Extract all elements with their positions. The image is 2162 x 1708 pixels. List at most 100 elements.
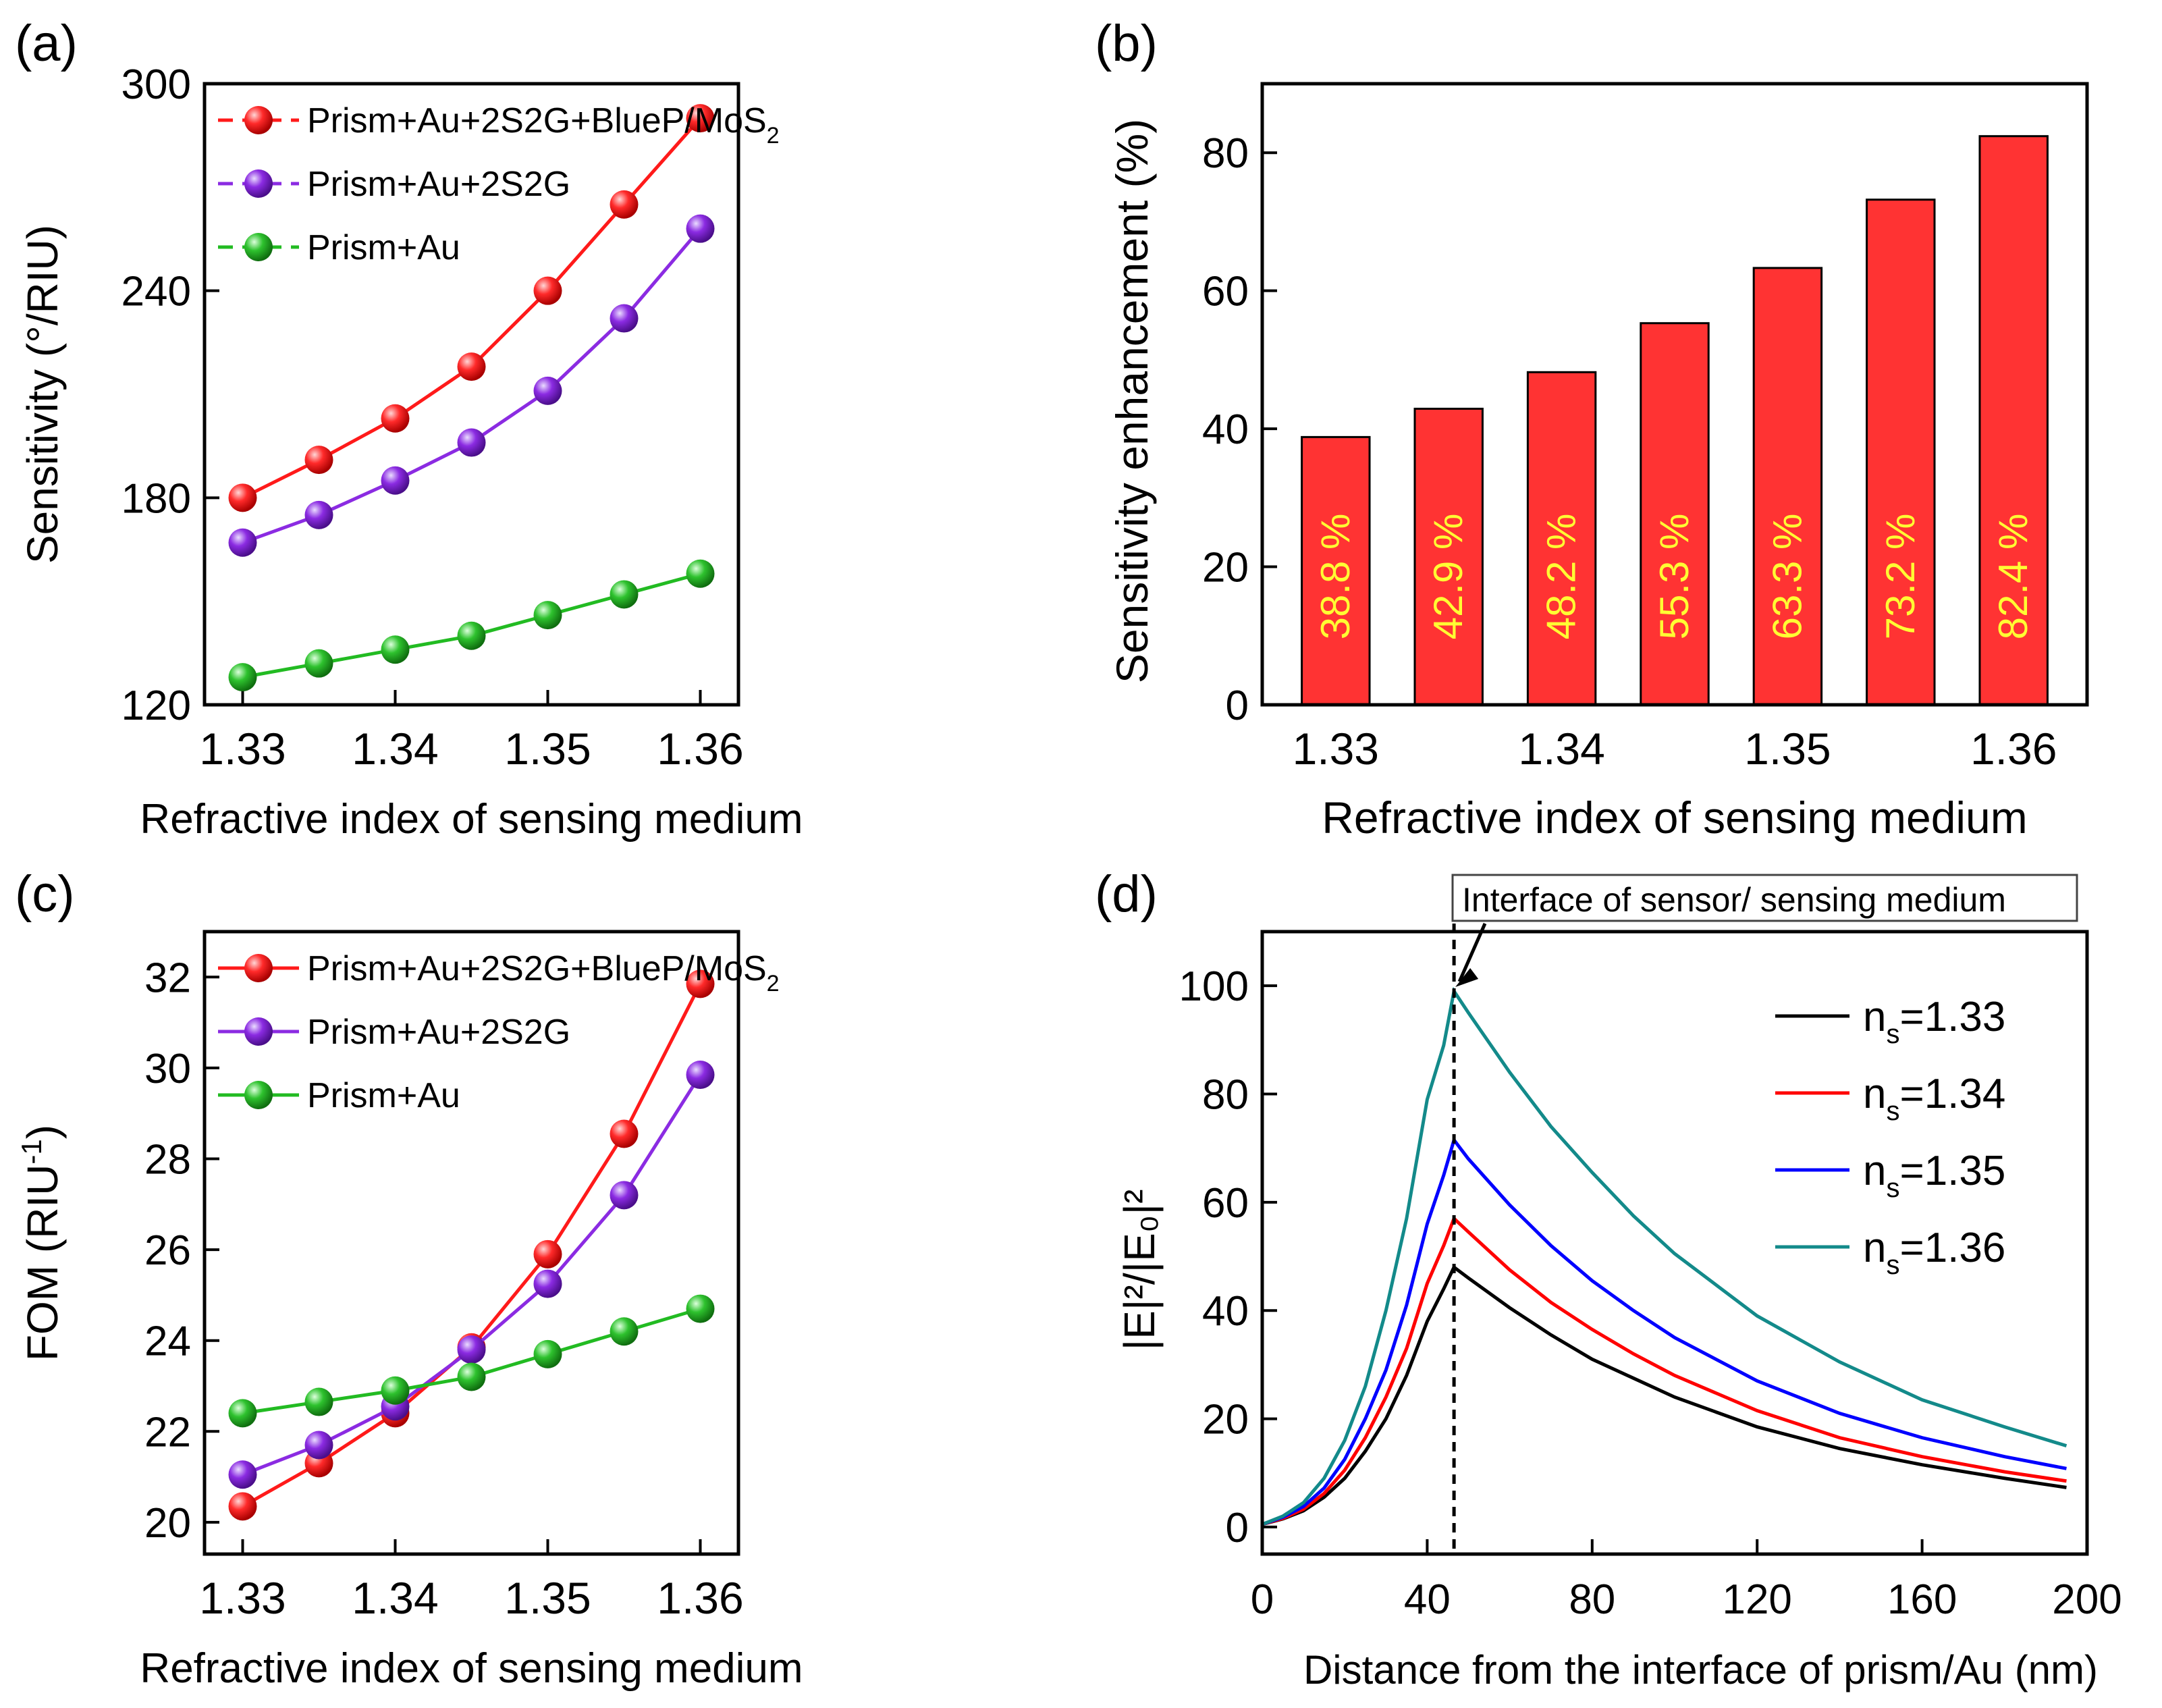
data-point-1-0 — [228, 1460, 257, 1489]
y-tick-label: 80 — [1202, 130, 1249, 177]
panel-label: (a) — [15, 15, 78, 72]
legend-prefix: n — [1863, 1225, 1886, 1271]
plot-frame-0 — [202, 82, 740, 707]
y-axis-label: |E|²/|E₀|² — [1115, 1190, 1164, 1351]
legend-subscript: s — [1886, 1019, 1899, 1049]
data-point-1-5 — [610, 1181, 639, 1210]
legend-label-subscript: 2 — [767, 971, 780, 996]
legend-label-2: ns=1.35 — [1863, 1148, 2005, 1203]
data-point-1-1 — [304, 500, 333, 529]
data-point-2-3 — [457, 621, 486, 650]
x-tick-label: 80 — [1569, 1576, 1615, 1623]
data-point-0-6 — [686, 969, 715, 998]
annotation-arrowhead — [1455, 968, 1479, 987]
data-point-1-6 — [686, 1060, 715, 1089]
x-axis-label: Refractive index of sensing medium — [140, 1645, 803, 1692]
data-point-2-6 — [686, 559, 715, 588]
legend-label-text: Prism+Au+2S2G+BlueP/MoS — [307, 949, 767, 988]
bar-5 — [1866, 198, 1936, 706]
x-tick-label: 1.35 — [504, 724, 591, 774]
x-tick-label: 200 — [2052, 1576, 2122, 1623]
x-tick-label: 40 — [1404, 1576, 1451, 1623]
y-tick-label: 40 — [1202, 406, 1249, 453]
y-axis-label: FOM (RIU-1) — [16, 1125, 67, 1361]
bar-data-label: 38.8 % — [1313, 514, 1358, 640]
x-tick-label: 1.33 — [199, 1573, 286, 1623]
legend-marker-2 — [244, 1081, 273, 1109]
y-axis-label: Sensitivity enhancement (%) — [1107, 119, 1157, 683]
legend-label-1: Prism+Au+2S2G — [307, 1013, 570, 1052]
bar-3 — [1640, 322, 1710, 706]
y-tick-label: 40 — [1202, 1288, 1249, 1335]
legend-label-2: Prism+Au — [307, 228, 460, 267]
legend-subscript: s — [1886, 1096, 1899, 1126]
legend-label-text: Prism+Au+2S2G — [307, 165, 570, 204]
legend-prefix: n — [1863, 1148, 1886, 1194]
legend-label-text: Prism+Au — [307, 228, 460, 267]
data-point-1-4 — [533, 1269, 562, 1298]
annotation-box — [1451, 874, 2078, 922]
data-point-2-1 — [304, 649, 333, 678]
y-tick-label: 24 — [144, 1318, 191, 1365]
y-tick-label: 20 — [1202, 545, 1249, 591]
data-point-0-4 — [533, 276, 562, 305]
y-tick-label: 20 — [1202, 1397, 1249, 1443]
plot-frame-2 — [202, 930, 740, 1556]
y-tick-label: 60 — [1202, 269, 1249, 315]
data-point-0-6 — [686, 104, 715, 133]
x-tick-label: 1.34 — [352, 1573, 438, 1623]
y-tick-label: 32 — [144, 955, 191, 1001]
y-tick-label: 300 — [121, 61, 191, 108]
panel-label: (c) — [15, 865, 75, 923]
legend-marker-1 — [244, 169, 273, 198]
legend-marker-2 — [244, 233, 273, 261]
y-axis-label-superscript: -1 — [16, 1139, 47, 1164]
legend-label-0: Prism+Au+2S2G+BlueP/MoS2 — [307, 949, 780, 996]
data-point-1-0 — [228, 528, 257, 557]
data-point-2-4 — [533, 601, 562, 630]
data-point-2-1 — [304, 1387, 333, 1416]
annotation-arrow — [1457, 922, 1487, 983]
legend-label-text: Prism+Au+2S2G — [307, 1013, 570, 1052]
data-point-2-4 — [533, 1339, 562, 1368]
x-tick-label: 1.33 — [199, 724, 286, 774]
data-point-1-3 — [457, 1335, 486, 1364]
y-tick-label: 0 — [1226, 1505, 1249, 1551]
legend-label-1: Prism+Au+2S2G — [307, 165, 570, 204]
series-line-3 — [1262, 986, 2068, 1526]
y-axis-label-text: Sensitivity (°/RIU) — [18, 225, 67, 564]
data-point-1-4 — [533, 376, 562, 405]
legend-marker-0 — [244, 954, 273, 982]
x-tick-label: 0 — [1251, 1576, 1274, 1623]
x-tick-label: 1.36 — [1970, 724, 2057, 774]
x-axis-label: Distance from the interface of prism/Au … — [1303, 1647, 2098, 1692]
x-tick-label: 1.35 — [504, 1573, 591, 1623]
series-line-0 — [242, 983, 702, 1508]
data-point-1-6 — [686, 214, 715, 243]
x-tick-label: 1.35 — [1744, 724, 1831, 774]
data-point-1-2 — [381, 466, 410, 495]
data-point-2-0 — [228, 663, 257, 692]
y-tick-label: 0 — [1226, 683, 1249, 729]
data-point-0-2 — [381, 404, 410, 433]
legend-value: =1.35 — [1899, 1148, 2005, 1194]
data-point-2-3 — [457, 1362, 486, 1391]
bar-6 — [1978, 135, 2049, 706]
data-point-1-1 — [304, 1431, 333, 1460]
y-tick-label: 26 — [144, 1227, 191, 1274]
data-point-0-3 — [457, 352, 486, 381]
x-axis-label: Refractive index of sensing medium — [1322, 793, 2028, 843]
bar-data-label: 48.2 % — [1539, 514, 1584, 640]
y-tick-label: 28 — [144, 1136, 191, 1183]
x-tick-label: 1.33 — [1293, 724, 1379, 774]
bar-data-label: 73.2 % — [1878, 514, 1923, 640]
series-line-1 — [242, 228, 702, 545]
x-tick-label: 120 — [1722, 1576, 1791, 1623]
legend-marker-0 — [244, 106, 273, 134]
y-axis-label-text: FOM (RIU — [18, 1165, 67, 1362]
plot-frame-1 — [1260, 82, 2089, 707]
x-tick-label: 1.36 — [657, 1573, 743, 1623]
bar-1 — [1413, 407, 1484, 706]
data-point-0-5 — [610, 190, 639, 219]
